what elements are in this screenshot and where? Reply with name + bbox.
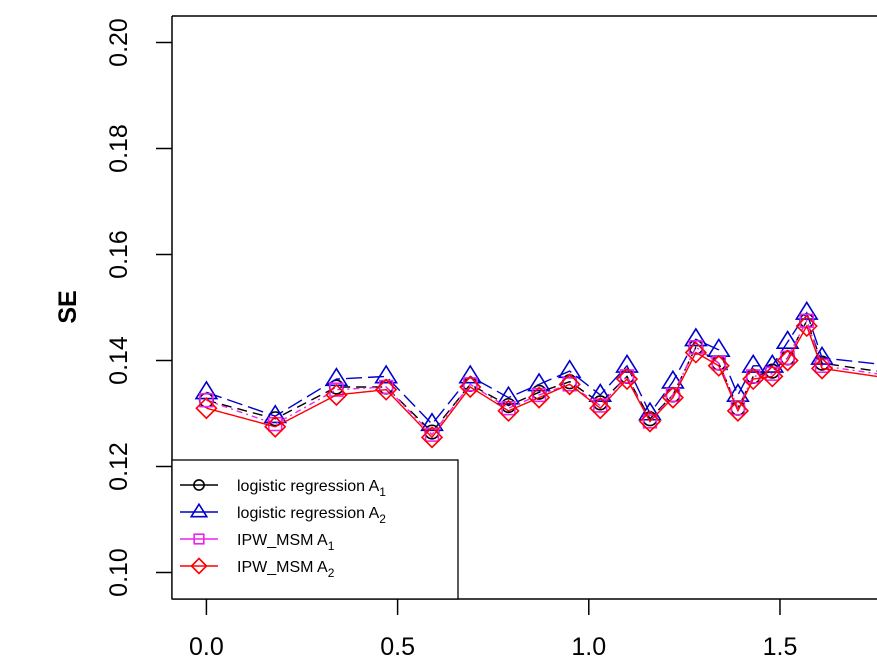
- legend-marker-1: [193, 479, 205, 491]
- legend-entry-4: IPW_MSM A2: [180, 557, 335, 580]
- series-4-point-18: [761, 365, 784, 388]
- series-2-line: [206, 311, 877, 426]
- series-3-point-3: [329, 382, 344, 397]
- legend-subscript-3: 1: [328, 539, 335, 553]
- y-tick-label-6: 0.20: [105, 18, 133, 67]
- series-2-point-5: [420, 412, 444, 432]
- series-4: [195, 314, 877, 449]
- series-3-point-12: [642, 414, 658, 429]
- x-tick-label-3: 1.0: [571, 633, 606, 661]
- series-4-point-8: [527, 386, 551, 409]
- series-4-point-21: [810, 357, 834, 380]
- series-4-point-4: [374, 378, 398, 401]
- series-2-point-7: [496, 385, 521, 405]
- series-4-point-13: [661, 386, 685, 409]
- data-layer: [194, 300, 877, 449]
- series-2-point-18: [760, 353, 785, 373]
- series-3-point-1: [199, 393, 214, 408]
- legend-marker-2: [189, 502, 209, 518]
- legend-entry-1: logistic regression A1: [180, 478, 386, 499]
- y-axis: 0.10 0.12 0.14 0.16 0.18 0.20: [105, 18, 172, 597]
- legend-subscript-1: 1: [379, 485, 386, 499]
- series-2-point-19: [775, 330, 800, 349]
- series-4-point-12: [638, 410, 662, 433]
- series-4-point-10: [589, 397, 612, 420]
- series-4-point-2: [264, 415, 287, 438]
- series-4-point-9: [558, 373, 581, 396]
- series-4-point-17: [742, 367, 765, 391]
- legend-label-2: logistic regression A2: [237, 505, 386, 526]
- legend-marker-3: [193, 533, 205, 545]
- legend-label-3: IPW_MSM A1: [237, 532, 335, 553]
- y-axis-label: SE: [54, 290, 82, 323]
- y-tick-label-4: 0.16: [105, 230, 133, 279]
- legend-entry-3: IPW_MSM A1: [180, 532, 335, 553]
- series-4-point-5: [420, 426, 444, 449]
- y-tick-label-2: 0.12: [105, 442, 133, 491]
- series-2-point-11: [615, 353, 639, 373]
- series-2: [194, 300, 877, 432]
- legend-marker-4: [190, 557, 208, 575]
- series-2-point-20: [794, 300, 819, 320]
- series-2-point-17: [741, 353, 766, 373]
- legend: logistic regression A1 logistic regressio…: [171, 459, 459, 600]
- x-axis: 0.00.51.01.52.0: [189, 599, 798, 661]
- series-4-point-7: [497, 399, 520, 422]
- x-tick-label-2: 0.5: [380, 633, 415, 661]
- legend-subscript-4: 2: [328, 566, 335, 580]
- series-4-line: [206, 324, 877, 439]
- series-2-point-6: [458, 364, 483, 384]
- y-tick-label-3: 0.14: [105, 336, 133, 385]
- y-tick-label-1: 0.10: [105, 548, 133, 597]
- series-4-point-20: [795, 314, 818, 338]
- legend-box: [171, 459, 459, 600]
- x-tick-label-4: 1.5: [763, 633, 798, 661]
- y-tick-label-5: 0.18: [105, 124, 133, 173]
- series-4-point-6: [459, 375, 482, 399]
- series-2-point-2: [263, 404, 288, 424]
- series-4-point-15: [707, 354, 730, 377]
- series-4-point-1: [195, 397, 218, 420]
- series-4-point-14: [684, 341, 707, 364]
- series-2-point-4: [374, 364, 398, 384]
- series-2-point-14: [684, 327, 708, 347]
- series-4-point-16: [726, 399, 750, 422]
- series-4-point-19: [776, 349, 799, 372]
- legend-entry-2: logistic regression A2: [180, 502, 386, 526]
- series-4-point-11: [615, 367, 639, 391]
- series-3-point-9: [562, 377, 577, 392]
- series-2-point-10: [588, 383, 613, 402]
- series-4-point-3: [325, 383, 348, 407]
- x-tick-label-1: 0.0: [189, 633, 224, 661]
- legend-subscript-2: 2: [379, 512, 386, 526]
- series-2-point-8: [527, 372, 551, 392]
- legend-label-1: logistic regression A1: [237, 478, 386, 499]
- legend-label-4: IPW_MSM A2: [237, 559, 335, 580]
